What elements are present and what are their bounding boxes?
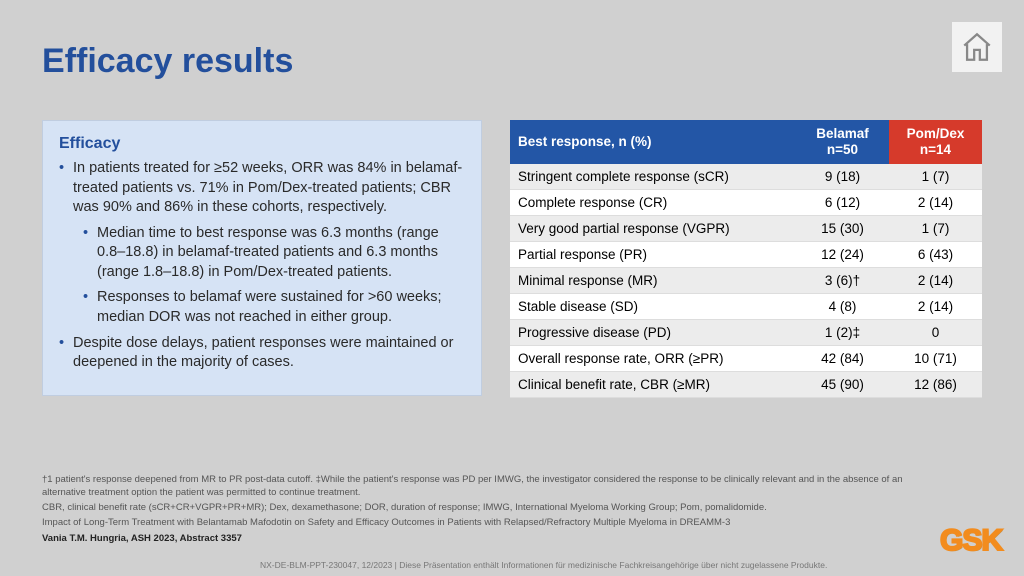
efficacy-bullet: Despite dose delays, patient responses w… <box>59 334 465 373</box>
table-row: Minimal response (MR)3 (6)†2 (14) <box>510 268 982 294</box>
table-cell: Stringent complete response (sCR) <box>510 164 796 190</box>
table-cell: 1 (2)‡ <box>796 320 889 346</box>
table-row: Very good partial response (VGPR)15 (30)… <box>510 216 982 242</box>
table-cell: 2 (14) <box>889 294 982 320</box>
table-cell: 15 (30) <box>796 216 889 242</box>
table-header: Pom/Dexn=14 <box>889 120 982 164</box>
table-cell: Partial response (PR) <box>510 242 796 268</box>
efficacy-heading: Efficacy <box>59 135 465 153</box>
table-header: Belamafn=50 <box>796 120 889 164</box>
footnote: Impact of Long-Term Treatment with Belan… <box>42 517 904 529</box>
efficacy-subbullet: Median time to best response was 6.3 mon… <box>83 224 465 283</box>
table-cell: Clinical benefit rate, CBR (≥MR) <box>510 372 796 398</box>
table-row: Stable disease (SD)4 (8)2 (14) <box>510 294 982 320</box>
bottom-bar: NX-DE-BLM-PPT-230047, 12/2023 | Diese Pr… <box>260 560 827 570</box>
table-cell: 2 (14) <box>889 190 982 216</box>
table-row: Progressive disease (PD)1 (2)‡0 <box>510 320 982 346</box>
table-cell: Progressive disease (PD) <box>510 320 796 346</box>
table-row: Clinical benefit rate, CBR (≥MR)45 (90)1… <box>510 372 982 398</box>
efficacy-panel: Efficacy In patients treated for ≥52 wee… <box>42 120 482 396</box>
table-cell: 42 (84) <box>796 346 889 372</box>
table-row: Complete response (CR)6 (12)2 (14) <box>510 190 982 216</box>
table-cell: Stable disease (SD) <box>510 294 796 320</box>
table-header: Best response, n (%) <box>510 120 796 164</box>
table-cell: 4 (8) <box>796 294 889 320</box>
table-cell: Very good partial response (VGPR) <box>510 216 796 242</box>
table-cell: Minimal response (MR) <box>510 268 796 294</box>
home-icon[interactable] <box>952 22 1002 72</box>
table-cell: 1 (7) <box>889 164 982 190</box>
table-cell: 12 (86) <box>889 372 982 398</box>
table-cell: 12 (24) <box>796 242 889 268</box>
table-cell: 1 (7) <box>889 216 982 242</box>
table-cell: 6 (43) <box>889 242 982 268</box>
table-cell: 3 (6)† <box>796 268 889 294</box>
table-row: Overall response rate, ORR (≥PR)42 (84)1… <box>510 346 982 372</box>
footnote-author: Vania T.M. Hungria, ASH 2023, Abstract 3… <box>42 533 904 545</box>
footnote: CBR, clinical benefit rate (sCR+CR+VGPR+… <box>42 502 904 514</box>
gsk-logo: GSK <box>940 524 1002 558</box>
table-row: Stringent complete response (sCR)9 (18)1… <box>510 164 982 190</box>
table-cell: Complete response (CR) <box>510 190 796 216</box>
table-cell: 45 (90) <box>796 372 889 398</box>
table-cell: 10 (71) <box>889 346 982 372</box>
table-cell: 9 (18) <box>796 164 889 190</box>
table-cell: 0 <box>889 320 982 346</box>
efficacy-bullet: In patients treated for ≥52 weeks, ORR w… <box>59 159 465 328</box>
footnotes: †1 patient's response deepened from MR t… <box>42 474 904 548</box>
efficacy-subbullet: Responses to belamaf were sustained for … <box>83 288 465 327</box>
table-cell: 6 (12) <box>796 190 889 216</box>
table-cell: 2 (14) <box>889 268 982 294</box>
page-title: Efficacy results <box>42 42 293 81</box>
table-row: Partial response (PR)12 (24)6 (43) <box>510 242 982 268</box>
footnote: †1 patient's response deepened from MR t… <box>42 474 904 499</box>
response-table: Best response, n (%) Belamafn=50 Pom/Dex… <box>510 120 982 398</box>
table-cell: Overall response rate, ORR (≥PR) <box>510 346 796 372</box>
